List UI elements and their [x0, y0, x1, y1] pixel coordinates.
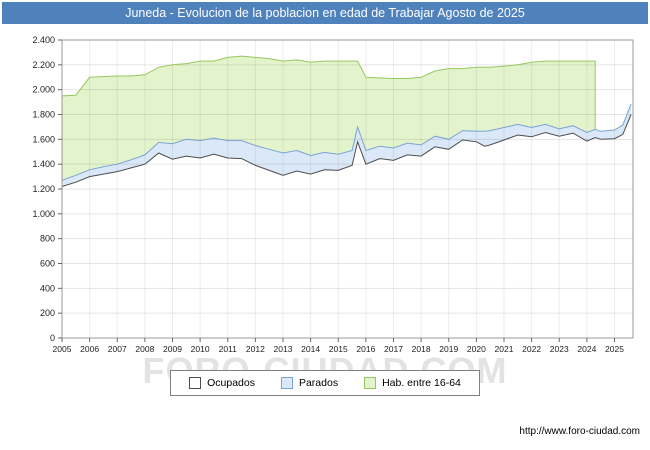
- legend: Ocupados Parados Hab. entre 16-64: [0, 370, 650, 396]
- x-axis-tick-label: 2015: [329, 344, 348, 354]
- x-axis-tick-label: 2025: [605, 344, 624, 354]
- y-axis-tick-label: 200: [40, 308, 55, 318]
- x-axis-tick-label: 2022: [522, 344, 541, 354]
- legend-item-parados: Parados: [280, 377, 339, 389]
- line-ocupados: [61, 114, 632, 187]
- x-axis-tick-label: 2016: [356, 344, 375, 354]
- x-axis-tick-label: 2014: [301, 344, 320, 354]
- y-axis-tick-label: 1.000: [32, 209, 55, 219]
- line-parados: [61, 103, 632, 181]
- x-axis-tick-label: 2023: [550, 344, 569, 354]
- y-axis-tick-label: 2.000: [32, 85, 55, 95]
- y-axis-tick-label: 1.400: [32, 159, 55, 169]
- population-area-chart: 0 200 400 600 800 1.000 1.200 1.400 1.600 1.800 2.…: [32, 35, 634, 354]
- source-url: http://www.foro-ciudad.com: [519, 426, 640, 437]
- x-axis-tick-label: 2012: [246, 344, 265, 354]
- legend-label-hab-16-64: Hab. entre 16-64: [382, 377, 461, 389]
- y-axis-tick-label: 0: [50, 333, 55, 343]
- line-hab-16-64: [61, 55, 596, 130]
- x-axis-tick-label: 2018: [412, 344, 431, 354]
- legend-item-hab-16-64: Hab. entre 16-64: [364, 377, 461, 389]
- area-ocupados: [62, 114, 632, 338]
- chart-title: Juneda - Evolucion de la poblacion en ed…: [2, 2, 648, 24]
- x-axis-tick-label: 2005: [53, 344, 72, 354]
- x-axis-tick-label: 2017: [384, 344, 403, 354]
- y-axis-tick-label: 600: [40, 259, 55, 269]
- legend-swatch-parados: [280, 377, 293, 389]
- x-axis-tick-label: 2006: [80, 344, 99, 354]
- y-axis-tick-label: 400: [40, 283, 55, 293]
- area-parados: [62, 103, 632, 187]
- x-axis-tick-label: 2024: [577, 344, 596, 354]
- x-axis-tick-label: 2007: [108, 344, 127, 354]
- legend-swatch-ocupados: [189, 377, 202, 389]
- y-axis-tick-label: 800: [40, 234, 55, 244]
- y-axis-tick-label: 2.400: [32, 35, 55, 45]
- legend-box: Ocupados Parados Hab. entre 16-64: [170, 370, 480, 396]
- x-axis-tick-label: 2010: [191, 344, 210, 354]
- x-axis-tick-label: 2008: [135, 344, 154, 354]
- legend-swatch-hab-16-64: [364, 377, 377, 389]
- legend-item-ocupados: Ocupados: [189, 377, 255, 389]
- x-axis-tick-label: 2019: [439, 344, 458, 354]
- y-axis-tick-label: 2.200: [32, 60, 55, 70]
- y-axis-tick-label: 1.600: [32, 134, 55, 144]
- x-axis-tick-label: 2011: [219, 344, 238, 354]
- legend-label-parados: Parados: [298, 377, 339, 389]
- x-axis-tick-label: 2020: [467, 344, 486, 354]
- x-axis-tick-label: 2021: [495, 344, 514, 354]
- y-axis-tick-label: 1.800: [32, 110, 55, 120]
- area-hab-16-64: [62, 56, 596, 181]
- x-axis-tick-label: 2013: [274, 344, 293, 354]
- x-axis-tick-label: 2009: [163, 344, 182, 354]
- legend-label-ocupados: Ocupados: [207, 377, 255, 389]
- y-axis-tick-label: 1.200: [32, 184, 55, 194]
